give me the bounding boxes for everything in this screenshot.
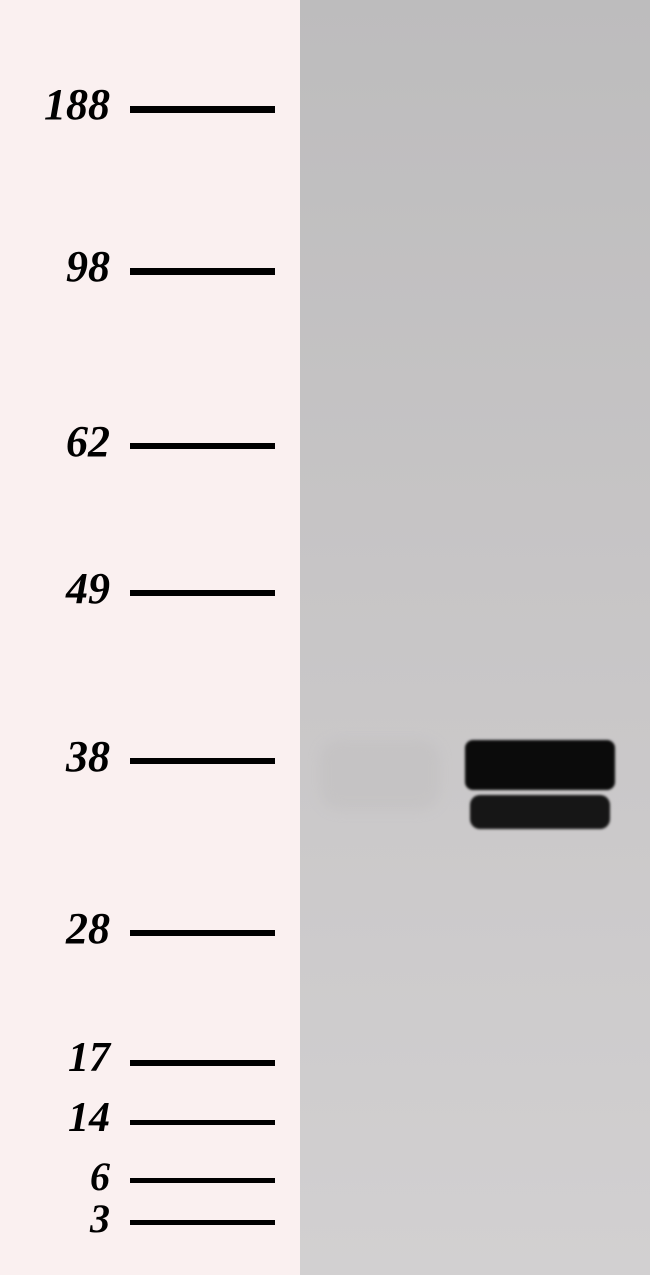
mw-tick bbox=[130, 1060, 275, 1066]
mw-tick bbox=[130, 1178, 275, 1183]
mw-tick bbox=[130, 930, 275, 936]
mw-tick bbox=[130, 268, 275, 275]
mw-label: 62 bbox=[66, 416, 110, 467]
mw-tick bbox=[130, 1120, 275, 1125]
mw-tick bbox=[130, 443, 275, 449]
mw-label: 28 bbox=[66, 903, 110, 954]
background-smudge bbox=[320, 740, 440, 810]
mw-tick bbox=[130, 1220, 275, 1225]
protein-band bbox=[465, 740, 615, 790]
mw-label: 17 bbox=[68, 1034, 110, 1082]
mw-label: 3 bbox=[90, 1195, 110, 1242]
blot-membrane-panel bbox=[300, 0, 650, 1275]
mw-label: 38 bbox=[66, 731, 110, 782]
mw-tick bbox=[130, 758, 275, 764]
molecular-weight-ladder-panel bbox=[0, 0, 300, 1275]
mw-label: 6 bbox=[90, 1153, 110, 1200]
mw-label: 14 bbox=[68, 1094, 110, 1142]
western-blot-figure: 188 98 62 49 38 28 17 14 63 bbox=[0, 0, 650, 1275]
mw-tick bbox=[130, 106, 275, 113]
mw-label: 49 bbox=[66, 563, 110, 614]
mw-tick bbox=[130, 590, 275, 596]
mw-label: 98 bbox=[66, 241, 110, 292]
protein-band bbox=[470, 795, 610, 829]
mw-label: 188 bbox=[44, 79, 110, 130]
